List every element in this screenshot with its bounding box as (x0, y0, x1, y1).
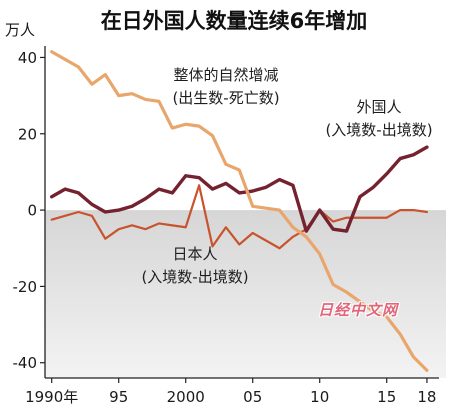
series-note-label: (出生数-死亡数) (172, 89, 280, 107)
x-tick-label: 1990年 (25, 388, 78, 406)
x-tick-label: 18 (417, 388, 436, 406)
x-tick-label: 10 (310, 388, 329, 406)
series-note-label: (入境数-出境数) (141, 268, 249, 286)
y-tick-label: -40 (13, 354, 38, 372)
chart-title: 在日外国人数量连续6年增加 (100, 9, 368, 33)
series-note-label: (入境数-出境数) (325, 121, 433, 139)
series-name-label: 外国人 (356, 98, 402, 116)
series-line-japanese (50, 184, 429, 250)
series-annotation-natural-increase: 整体的自然增减 (出生数-死亡数) (160, 64, 292, 110)
y-axis-unit-label: 万人 (5, 21, 36, 39)
x-tick-label: 05 (243, 388, 262, 406)
y-tick-label: 0 (27, 202, 37, 220)
series-line-foreigners (50, 145, 429, 233)
x-tick-label: 2000 (167, 388, 205, 406)
series-name-label: 日本人 (172, 245, 218, 263)
series-layer (50, 50, 429, 372)
series-name-label: 整体的自然增减 (173, 66, 279, 84)
y-tick-label: -20 (13, 278, 38, 296)
x-tick-label: 15 (377, 388, 396, 406)
x-tick-label: 95 (109, 388, 128, 406)
series-line-natural-increase (50, 50, 429, 372)
axes-layer: 40 20 0 -20 -40 1990年 95 2000 05 10 15 18 (13, 46, 439, 406)
series-annotation-foreigners: 外国人 (入境数-出境数) (312, 96, 446, 142)
series-annotation-japanese: 日本人 (入境数-出境数) (128, 243, 262, 289)
y-tick-label: 20 (18, 125, 37, 143)
y-tick-label: 40 (18, 49, 37, 67)
watermark-logo: 日经中文网 (318, 301, 399, 319)
negative-region-layer (45, 210, 446, 378)
negative-region-shade (45, 210, 446, 378)
